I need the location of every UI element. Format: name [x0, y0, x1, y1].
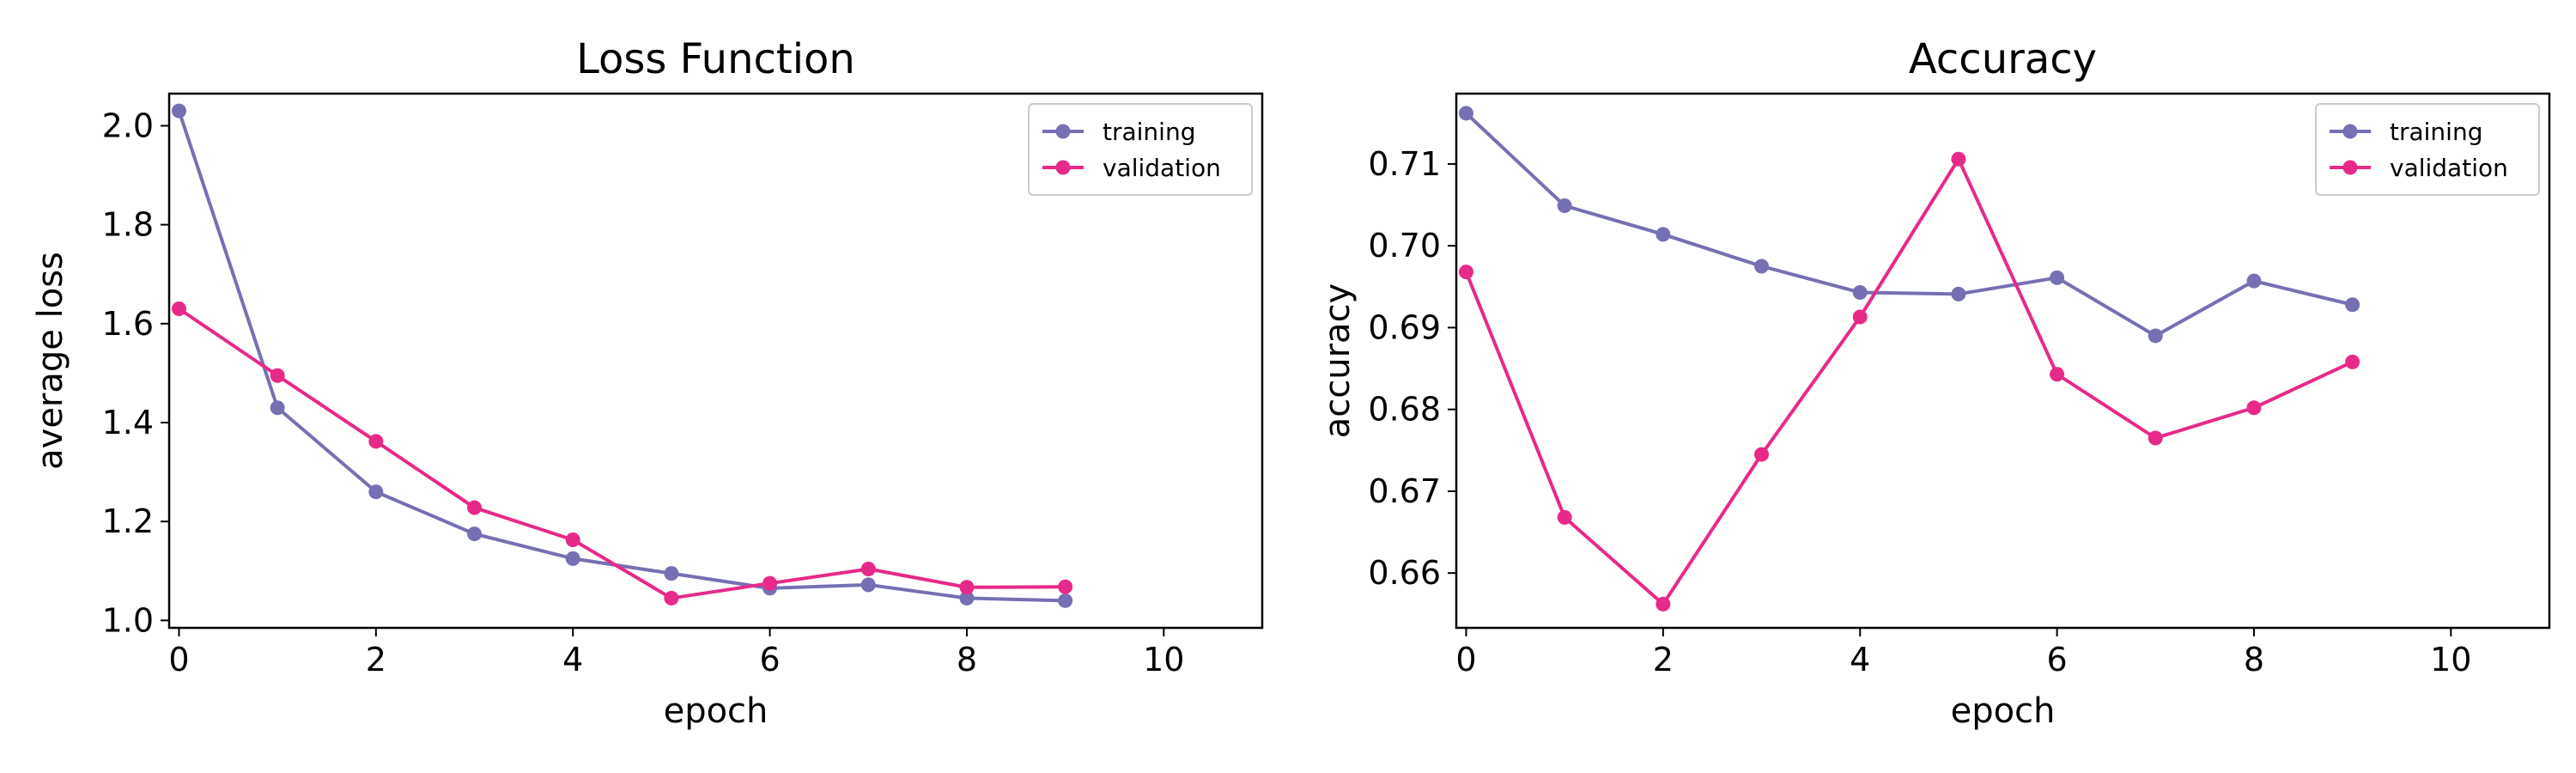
series-line-training — [1465, 112, 2354, 338]
x-tick-label: 0 — [1455, 641, 1476, 679]
y-tick-label: 0.71 — [1368, 145, 1441, 183]
data-point-training — [1557, 198, 1572, 213]
y-tick-label: 1.6 — [102, 305, 154, 343]
x-tick-label: 10 — [1143, 641, 1184, 679]
x-tick-label: 2 — [1653, 641, 1674, 679]
x-tick-label: 6 — [2046, 641, 2067, 679]
data-point-training — [664, 566, 679, 581]
plot-frame — [167, 92, 1264, 630]
legend-swatch-marker — [1055, 124, 1071, 139]
x-tick-label: 8 — [957, 641, 977, 679]
legend-label: training — [1103, 118, 1195, 146]
data-point-validation — [664, 590, 679, 606]
data-point-training — [171, 103, 186, 119]
y-tick-label: 0.66 — [1368, 554, 1441, 592]
x-tick-label: 2 — [366, 641, 386, 679]
x-axis-label: epoch — [1951, 691, 2056, 731]
data-point-training — [2050, 270, 2065, 285]
data-point-training — [2246, 273, 2262, 289]
data-point-training — [270, 400, 285, 416]
data-point-validation — [1951, 151, 1966, 167]
x-axis-label: epoch — [664, 691, 769, 731]
legend-swatch-marker — [2342, 124, 2358, 139]
y-tick-label: 2.0 — [102, 107, 154, 144]
data-point-training — [2148, 328, 2163, 344]
x-tick-label: 4 — [562, 641, 583, 679]
x-tick-label: 8 — [2244, 641, 2264, 679]
series-line-validation — [178, 307, 1066, 600]
y-tick-label: 1.2 — [102, 502, 154, 540]
y-tick-label: 0.69 — [1368, 308, 1441, 346]
legend-box — [2315, 103, 2540, 196]
data-point-validation — [2246, 400, 2262, 416]
data-point-validation — [860, 561, 876, 576]
data-point-validation — [565, 532, 580, 547]
legend-label: validation — [2390, 154, 2508, 182]
data-point-validation — [2345, 354, 2360, 369]
data-point-training — [1058, 593, 1073, 608]
data-point-validation — [762, 575, 778, 591]
y-tick-label: 0.68 — [1368, 391, 1441, 429]
data-point-training — [1852, 284, 1868, 300]
data-point-validation — [959, 580, 975, 595]
data-point-validation — [2148, 430, 2163, 446]
y-axis-label: average loss — [31, 252, 70, 470]
legend-box — [1028, 103, 1253, 196]
data-point-training — [1951, 286, 1966, 301]
data-point-validation — [1852, 309, 1868, 325]
data-point-training — [959, 590, 975, 606]
data-point-validation — [1557, 509, 1572, 525]
data-point-training — [860, 577, 876, 593]
data-point-validation — [171, 301, 186, 317]
legend-swatch-marker — [2342, 160, 2358, 175]
x-tick-label: 0 — [168, 641, 189, 679]
x-tick-label: 4 — [1850, 641, 1870, 679]
y-tick-label: 1.0 — [102, 601, 154, 639]
y-axis-label: accuracy — [1318, 283, 1358, 438]
chart-title: Accuracy — [1909, 35, 2097, 83]
chart-1: Accuracy epoch accuracy 0 2 4 6 8 10 0.66 0.67 0.68… — [1318, 35, 2551, 731]
data-point-validation — [1458, 265, 1473, 280]
series-line-training — [177, 110, 1066, 603]
legend-label: validation — [1103, 154, 1221, 182]
series-line-validation — [1464, 157, 2354, 606]
data-point-training — [1754, 259, 1770, 274]
x-tick-label: 6 — [759, 641, 780, 679]
data-point-validation — [1754, 447, 1770, 462]
x-tick-label: 10 — [2430, 641, 2471, 679]
y-tick-label: 1.4 — [102, 404, 154, 441]
legend-label: training — [2390, 118, 2482, 146]
data-point-validation — [2050, 367, 2065, 382]
data-point-validation — [1058, 579, 1073, 594]
legend-swatch-marker — [1055, 160, 1071, 175]
data-point-training — [467, 526, 483, 542]
y-tick-label: 0.67 — [1368, 472, 1441, 510]
chart-0: Loss Function epoch average loss 0 2 4 6 8 10 1.0… — [31, 35, 1264, 731]
y-tick-label: 0.70 — [1368, 227, 1441, 265]
data-point-training — [1656, 227, 1671, 242]
data-point-validation — [368, 434, 384, 449]
data-point-validation — [1656, 596, 1671, 612]
plot-frame — [1455, 92, 2551, 630]
chart-title: Loss Function — [576, 35, 855, 83]
data-point-training — [368, 484, 384, 500]
data-point-training — [2345, 297, 2360, 313]
data-point-validation — [467, 500, 483, 515]
y-tick-label: 1.8 — [102, 206, 154, 244]
data-point-training — [1458, 106, 1473, 121]
data-point-training — [565, 551, 580, 566]
data-point-validation — [270, 368, 285, 383]
